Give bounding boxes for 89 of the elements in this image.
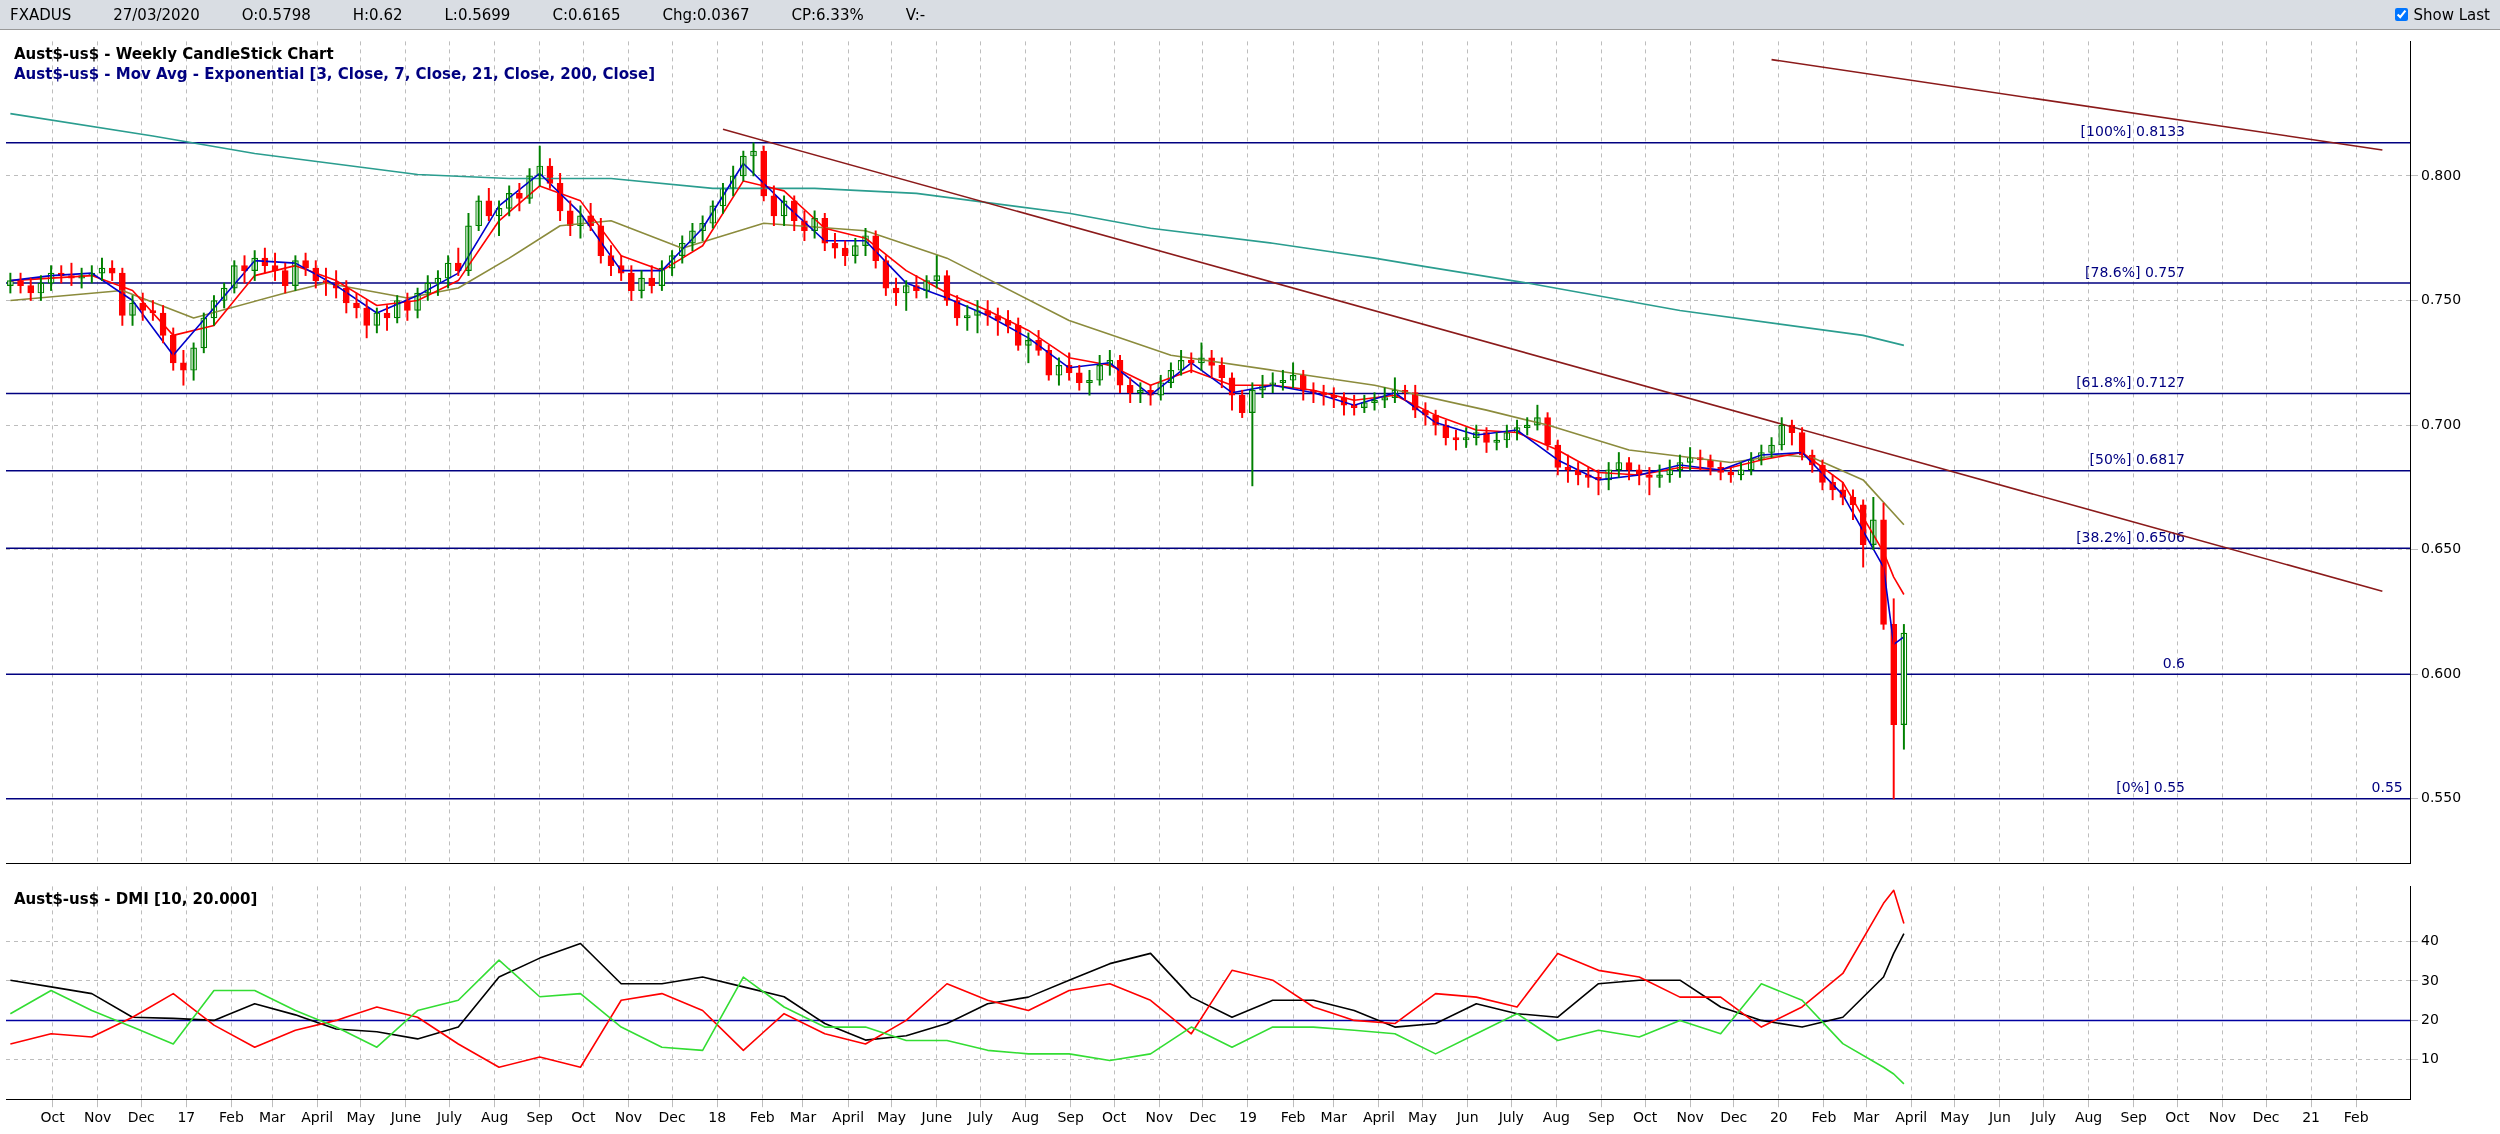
x-tick-label: May	[346, 1109, 376, 1126]
y-tick-label: 0.700	[2421, 415, 2462, 432]
candlestick	[1656, 464, 1663, 488]
x-tick-label: Oct	[571, 1109, 596, 1126]
text: Aust$-us$ - Mov Avg - Exponential [3, Close, 7, Close, 21, Close, 200, Close]	[14, 64, 655, 83]
x-tick-label: April	[832, 1109, 865, 1126]
x-tick-label: July	[2029, 1109, 2057, 1126]
x-tick-label: Dec	[1189, 1109, 1217, 1126]
candlestick	[1371, 392, 1378, 411]
x-tick-label: April	[1895, 1109, 1928, 1126]
x-tick-label: Oct	[1102, 1109, 1127, 1126]
x-tick-label: Feb	[219, 1109, 244, 1126]
ref-line-label: [78.6%] 0.757	[2085, 263, 2185, 280]
x-tick-label: Feb	[2343, 1109, 2369, 1126]
text: H:0.62	[352, 5, 403, 24]
annotation: 0.55	[2371, 779, 2403, 796]
x-tick-label: Aug	[2074, 1109, 2103, 1126]
text: Chg:0.0367	[662, 5, 750, 24]
x-tick-label: Dec	[2252, 1109, 2280, 1126]
x-tick-label: July	[966, 1109, 993, 1126]
ref-line-label: [50%] 0.6817	[2089, 451, 2185, 468]
y-tick-label: 0.550	[2421, 789, 2462, 806]
y-tick-label: 40	[2421, 932, 2439, 949]
chart-title: Aust$-us$ - DMI [10, 20.000]	[14, 889, 258, 908]
x-tick-label: June	[389, 1109, 422, 1126]
x-tick-label: Feb	[1811, 1109, 1837, 1126]
text: L:0.5699	[444, 5, 511, 24]
x-tick-label: Feb	[749, 1109, 775, 1126]
x-tick-label: Nov	[83, 1109, 112, 1126]
ref-line-label: [100%] 0.8133	[2080, 123, 2185, 140]
y-tick-label: 10	[2421, 1050, 2439, 1067]
x-tick-label: May	[1940, 1109, 1970, 1126]
x-tick-label: July	[1497, 1109, 1524, 1126]
x-tick-label: June	[920, 1109, 953, 1126]
text: V:-	[905, 5, 926, 24]
candlestick	[1137, 382, 1144, 403]
x-tick-label: Nov	[614, 1109, 643, 1126]
x-tick-label: Mar	[1320, 1109, 1348, 1126]
x-tick-label: July	[435, 1109, 463, 1126]
x-tick-label: May	[1408, 1109, 1437, 1126]
x-tick-label: Sep	[526, 1109, 554, 1126]
text: FXADUS	[10, 5, 72, 24]
y-tick-label: 0.800	[2421, 166, 2462, 183]
ref-line-label: [61.8%] 0.7127	[2076, 374, 2185, 391]
x-tick-label: Nov	[1676, 1109, 1704, 1126]
text: 27/03/2020	[113, 5, 200, 24]
x-tick-label: Mar	[1852, 1109, 1880, 1126]
x-tick-label: Nov	[2208, 1109, 2237, 1126]
x-tick-label: 18	[708, 1109, 727, 1126]
y-tick-label: 30	[2421, 971, 2439, 988]
x-tick-label: Nov	[1145, 1109, 1173, 1126]
x-tick-label: Aug	[480, 1109, 509, 1126]
x-tick-label: Sep	[1057, 1109, 1084, 1126]
x-tick-label: Oct	[1632, 1109, 1658, 1126]
x-tick-label: Mar	[789, 1109, 817, 1126]
x-tick-label: 21	[2302, 1109, 2321, 1126]
x-tick-label: April	[301, 1109, 334, 1126]
x-tick-label: Sep	[2120, 1109, 2147, 1126]
x-tick-label: Jun	[1455, 1109, 1479, 1126]
x-tick-label: Jun	[1987, 1109, 2011, 1126]
y-tick-label: 20	[2421, 1011, 2439, 1028]
x-tick-label: Oct	[2165, 1109, 2190, 1126]
candlestick	[1086, 369, 1093, 396]
x-tick-label: Dec	[658, 1109, 686, 1126]
text: O:0.5798	[241, 5, 311, 24]
x-tick-label: Aug	[1542, 1109, 1570, 1126]
x-tick-label: Feb	[1280, 1109, 1306, 1126]
ref-line-label: 0.6	[2162, 654, 2186, 671]
x-tick-label: May	[877, 1109, 907, 1126]
x-tick-label: 17	[177, 1109, 196, 1126]
chart-title: Aust$-us$ - Weekly CandleStick Chart	[14, 44, 334, 63]
y-tick-label: 0.600	[2421, 664, 2462, 681]
x-tick-label: Oct	[40, 1109, 66, 1126]
ref-line-label: [0%] 0.55	[2116, 779, 2185, 796]
text: C:0.6165	[552, 5, 621, 24]
x-tick-label: Sep	[1588, 1109, 1615, 1126]
y-tick-label: 0.750	[2421, 291, 2462, 308]
x-tick-label: Mar	[258, 1109, 286, 1126]
ref-line-label: [38.2%] 0.6506	[2076, 528, 2186, 545]
text: CP:6.33%	[791, 5, 864, 24]
y-tick-label: 0.650	[2421, 540, 2462, 557]
x-tick-label: April	[1362, 1109, 1395, 1126]
x-tick-label: Aug	[1011, 1109, 1040, 1126]
x-tick-label: Dec	[1720, 1109, 1748, 1126]
x-tick-label: Dec	[127, 1109, 155, 1126]
candlestick	[1646, 467, 1653, 496]
text: Show Last	[2413, 5, 2490, 24]
x-tick-label: 20	[1769, 1109, 1788, 1126]
x-tick-label: 19	[1239, 1109, 1257, 1126]
